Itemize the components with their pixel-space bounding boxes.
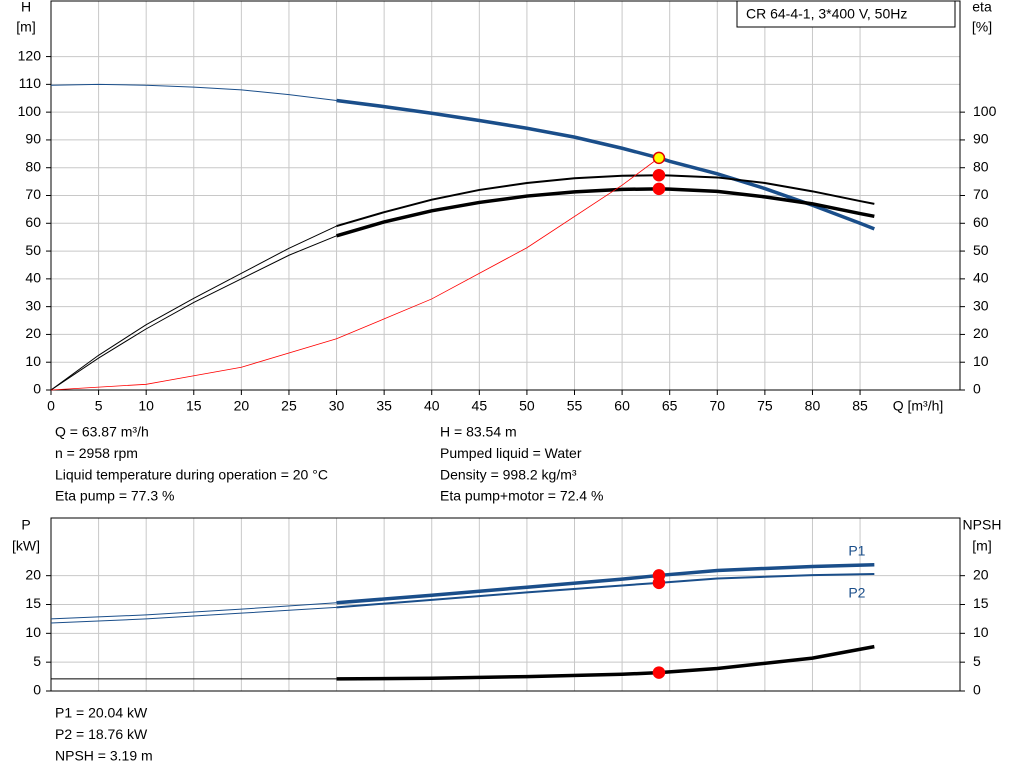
x-tick-label: 65 [662, 398, 678, 414]
x-tick-label: 25 [281, 398, 297, 414]
y-tick-label: 120 [18, 47, 42, 63]
curve [336, 572, 875, 609]
y2-tick-label: 0 [973, 682, 981, 698]
y-tick-label: 100 [18, 103, 42, 119]
plot-frame [50, 0, 961, 391]
y-tick-label: 0 [33, 381, 41, 397]
info-text: n = 2958 rpm [55, 445, 138, 461]
curve [50, 83, 337, 101]
info-text: Pumped liquid = Water [440, 445, 582, 461]
y-tick-label: 20 [25, 566, 41, 582]
x-tick-label: 55 [567, 398, 583, 414]
x-axis-label: Q [m³/h] [893, 398, 944, 414]
curve [336, 562, 875, 605]
y-tick-label: 90 [25, 131, 41, 147]
x-tick-label: 40 [424, 398, 440, 414]
curve [336, 174, 875, 228]
y-tick-label: 110 [19, 75, 42, 91]
x-tick-label: 80 [805, 398, 821, 414]
info-text: Density = 998.2 kg/m³ [440, 466, 577, 482]
y2-tick-label: 15 [973, 595, 989, 611]
y-axis-label: [m] [16, 19, 35, 35]
info-text: Liquid temperature during operation = 20… [55, 466, 328, 482]
operating-point [652, 168, 666, 182]
title-box [736, 0, 956, 28]
y-tick-label: 0 [33, 682, 41, 698]
curve [50, 606, 337, 624]
y2-axis-label: [m] [972, 538, 991, 554]
info-text: P2 = 18.76 kW [55, 726, 148, 742]
series-label: P1 [848, 542, 865, 558]
y-tick-label: 20 [25, 325, 41, 341]
x-tick-label: 30 [329, 398, 345, 414]
x-tick-label: 85 [852, 398, 868, 414]
x-tick-label: 35 [376, 398, 392, 414]
x-tick-label: 5 [95, 398, 103, 414]
y-tick-label: 60 [25, 214, 41, 230]
y2-tick-label: 60 [973, 214, 989, 230]
chart-panel: 0 5 10 15 20 25 30 35 40 45 50 55 60 65 70 75 80 85 0 10 20 3… [16, 0, 996, 504]
chart-panel: 0 5 10 15 20 0 5 10 15 20 P [kW] NPSH [m] P1 P2 P1 = 20.… [12, 517, 1001, 764]
info-text: Eta pump = 77.3 % [55, 488, 174, 504]
y2-tick-label: 90 [973, 131, 989, 147]
y-axis-label: P [21, 517, 30, 533]
info-text: NPSH = 3.19 m [55, 747, 153, 763]
y-tick-label: 80 [25, 158, 41, 174]
x-tick-label: 60 [614, 398, 630, 414]
x-tick-label: 20 [234, 398, 250, 414]
y2-tick-label: 40 [973, 270, 989, 286]
y2-tick-label: 0 [973, 381, 981, 397]
y-tick-label: 15 [25, 595, 41, 611]
y-tick-label: 40 [25, 270, 41, 286]
curve [50, 235, 337, 391]
y2-tick-label: 20 [973, 325, 989, 341]
x-tick-label: 75 [757, 398, 773, 414]
y2-tick-label: 10 [973, 624, 989, 640]
y-tick-label: 10 [25, 624, 41, 640]
y2-tick-label: 10 [973, 353, 989, 369]
y-tick-label: 10 [25, 353, 41, 369]
y-tick-label: 70 [25, 186, 41, 202]
y2-tick-label: 20 [973, 566, 989, 582]
info-text: Eta pump+motor = 72.4 % [440, 488, 603, 504]
y2-tick-label: 50 [973, 242, 989, 258]
x-tick-label: 50 [519, 398, 535, 414]
y2-tick-label: 5 [973, 653, 981, 669]
y-axis-label: H [21, 0, 31, 15]
operating-point [652, 666, 666, 679]
y2-axis-label: [%] [972, 19, 992, 35]
y2-tick-label: 30 [973, 297, 989, 313]
y2-axis-label: NPSH [963, 517, 1002, 533]
series-label: P2 [848, 585, 865, 601]
x-tick-label: 0 [47, 398, 55, 414]
curve [50, 225, 337, 391]
chart-title: CR 64-4-1, 3*400 V, 50Hz [746, 6, 907, 22]
curve [336, 187, 875, 238]
operating-point [652, 151, 666, 165]
x-tick-label: 45 [472, 398, 488, 414]
y-axis-label: [kW] [12, 538, 40, 554]
y2-tick-label: 100 [973, 103, 997, 119]
y-tick-label: 50 [25, 242, 41, 258]
plot-frame [50, 517, 961, 692]
info-text: P1 = 20.04 kW [55, 705, 148, 721]
curve [50, 157, 660, 391]
y-tick-label: 30 [25, 297, 41, 313]
operating-point [652, 576, 666, 590]
y-tick-label: 5 [33, 653, 41, 669]
curve [50, 602, 337, 620]
operating-point [652, 182, 666, 196]
y2-axis-label: eta [972, 0, 992, 15]
curve [336, 644, 875, 681]
info-text: H = 83.54 m [440, 424, 517, 440]
info-text: Q = 63.87 m³/h [55, 424, 149, 440]
x-tick-label: 15 [186, 398, 202, 414]
y2-tick-label: 80 [973, 158, 989, 174]
x-tick-label: 70 [709, 398, 725, 414]
y2-tick-label: 70 [973, 186, 989, 202]
x-tick-label: 10 [138, 398, 154, 414]
